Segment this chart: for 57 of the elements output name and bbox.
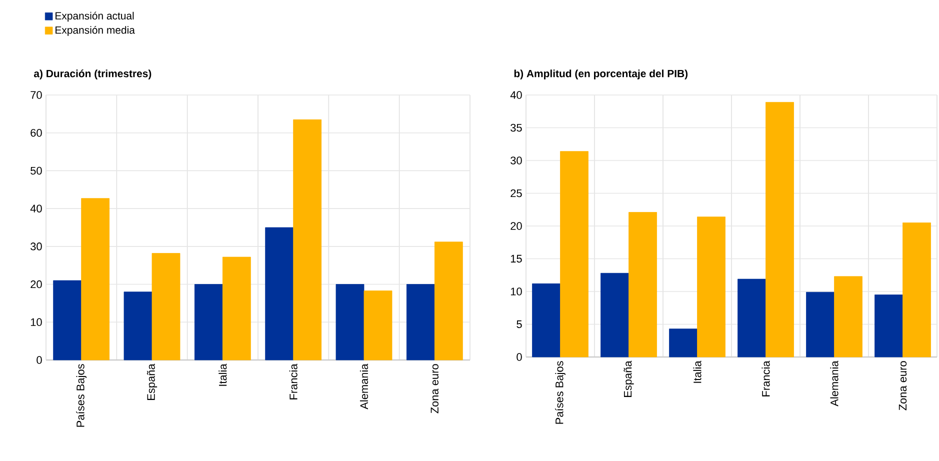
x-tick-label: Alemania [360,364,368,410]
x-tick-label: España [624,360,634,397]
bar [222,256,251,360]
y-tick-label: 35 [510,124,522,132]
x-tick-label: Alemania [830,360,838,406]
bar [336,284,364,360]
y-tick-label: 60 [30,128,42,137]
bar [874,294,903,358]
y-tick-label: 5 [516,320,522,328]
bar [902,222,931,358]
y-tick-label: 25 [510,189,522,198]
bar [293,119,322,360]
bar [806,292,834,358]
bar [265,227,294,360]
x-tick-label: Zona euro [898,361,907,410]
x-tick-label: Francia [289,364,298,400]
y-tick-label: 30 [510,156,522,164]
legend-label: Expansión actual [56,12,134,22]
x-tick-label: Italia [218,364,227,386]
y-tick-label: 50 [30,166,42,175]
bar [194,284,223,360]
y-tick-label: 10 [510,288,522,296]
y-tick-label: 0 [516,353,522,361]
bar [669,328,698,358]
bar [697,216,726,358]
y-tick-label: 15 [510,254,522,263]
x-tick-label: Zona euro [430,364,438,414]
x-tick-label: Francia [762,360,770,396]
bar [434,242,463,360]
bar [532,283,560,358]
bar [124,292,152,360]
x-tick-label: Países Bajos [555,361,566,424]
bar [560,151,588,358]
chart-title: b) Amplitud (en porcentaje del PIB) [514,70,688,80]
bar [53,280,82,360]
y-tick-label: 70 [30,91,42,99]
y-tick-label: 30 [30,242,42,250]
bar [834,276,862,358]
bar [364,290,392,360]
y-tick-label: 20 [510,222,522,230]
y-tick-label: 10 [30,318,42,326]
y-tick-label: 40 [30,204,42,212]
bar [738,278,766,358]
y-tick-label: 0 [36,356,42,364]
bar [81,198,110,360]
bar [600,272,629,358]
chart-title: a) Duración (trimestres) [34,69,152,80]
y-tick-label: 40 [510,91,522,99]
x-tick-label: Países Bajos [76,364,86,427]
y-tick-label: 20 [30,280,42,288]
bar [152,253,180,360]
x-tick-label: España [146,364,158,400]
bar [406,284,435,360]
bar [628,212,657,358]
legend-label: Expansión media [56,26,135,36]
bar [766,102,794,358]
x-tick-label: Italia [693,360,702,383]
